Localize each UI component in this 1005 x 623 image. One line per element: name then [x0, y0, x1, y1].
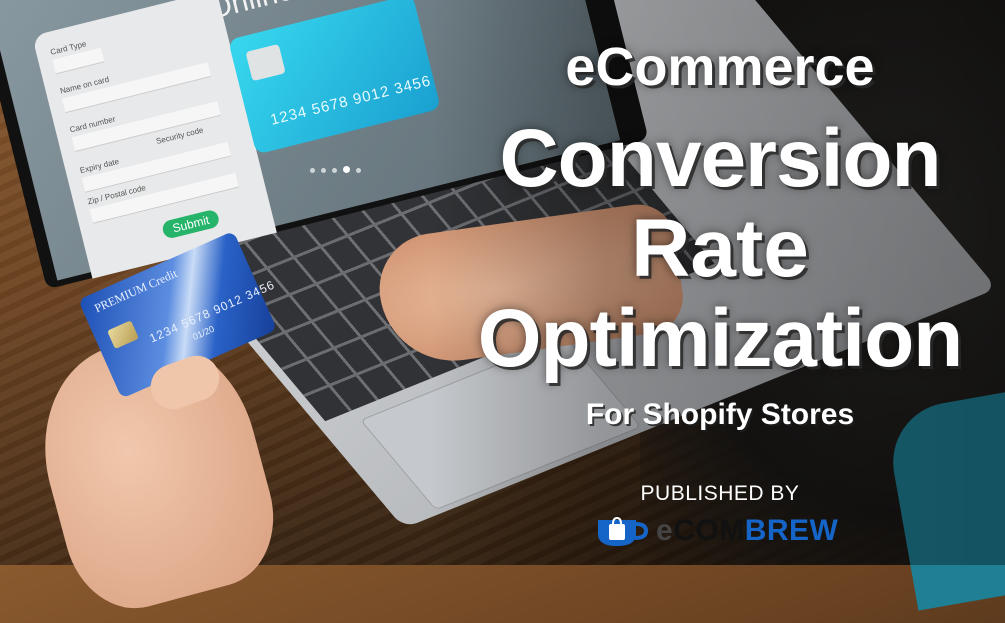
headline-line-1: eCommerce: [565, 37, 875, 97]
logo-com: COM: [673, 514, 745, 547]
carousel-dot-active: [343, 166, 350, 173]
headline-line-3: Rate: [631, 203, 809, 294]
carousel-dot: [310, 168, 315, 173]
subtitle: For Shopify Stores: [585, 398, 855, 431]
logo-wordmark: eCOMBREW: [656, 514, 838, 548]
coffee-cup-shopping-bag-icon: [598, 516, 648, 546]
carousel-dot: [356, 168, 361, 173]
held-card-number: 1234 5678 9012 3456: [147, 277, 278, 346]
headline-line-2: Conversion: [499, 113, 941, 204]
headline-line-4: Optimization: [477, 293, 964, 384]
carousel-dots: [310, 160, 367, 178]
card-chip: [107, 320, 139, 350]
logo-e: e: [656, 514, 674, 547]
logo-brew: BREW: [744, 514, 839, 547]
carousel-dot: [332, 168, 337, 173]
card-chip: [245, 43, 286, 82]
submit-button: Submit: [160, 208, 221, 240]
published-by-label: PUBLISHED BY: [640, 482, 800, 505]
text-backdrop-shade: [430, 0, 1005, 565]
ecombrew-logo: eCOMBREW: [596, 514, 838, 548]
carousel-dot: [321, 168, 326, 173]
